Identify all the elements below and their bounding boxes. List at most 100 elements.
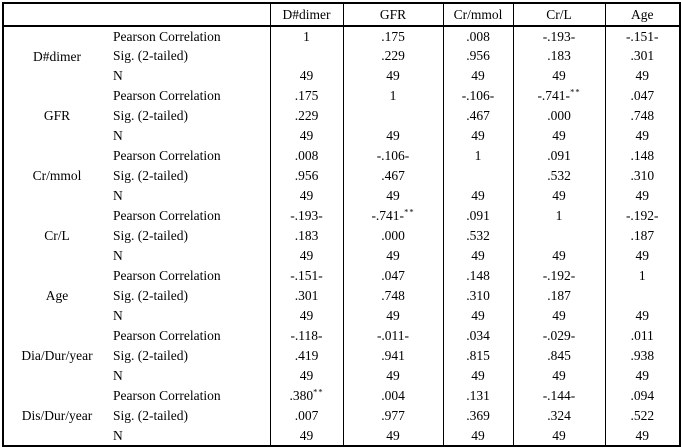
value-cell: .301	[604, 46, 680, 66]
value-cell: -.106-	[442, 86, 513, 106]
variable-label: Cr/L	[44, 228, 70, 244]
value-cell: .748	[604, 106, 680, 126]
stat-label: N	[113, 368, 123, 384]
value-cell	[269, 46, 343, 66]
value-cell: .091	[512, 146, 605, 166]
value-cell: 49	[269, 66, 343, 86]
value-cell: .956	[269, 166, 343, 186]
variable-label: Dia/Dur/year	[21, 348, 93, 364]
value-cell: .011	[604, 326, 680, 346]
value-cell: .183	[512, 46, 605, 66]
value-cell: .815	[442, 346, 513, 366]
value-cell: .467	[442, 106, 513, 126]
value-cell: .532	[442, 226, 513, 246]
value-cell: -.741-**	[342, 206, 443, 226]
value-cell: .956	[442, 46, 513, 66]
stat-label: N	[113, 308, 123, 324]
table-row: Sig. (2-tailed) .007.977.369.324.522	[3, 406, 680, 426]
column-header-cr-mmol: Cr/mmol	[442, 3, 513, 27]
value-cell: -.029-	[512, 326, 605, 346]
value-cell: 49	[512, 306, 605, 326]
value-cell: 49	[269, 246, 343, 266]
column-header-age: Age	[604, 3, 680, 27]
stat-label: Pearson Correlation	[113, 208, 221, 224]
value-cell: 49	[442, 126, 513, 146]
value-cell: 49	[442, 246, 513, 266]
value-cell: 49	[442, 366, 513, 386]
value-cell: 49	[269, 426, 343, 446]
table-row: GFR Pearson Correlation .175 1 -.106- -.741-*…	[3, 86, 680, 123]
value-cell: .034	[442, 326, 513, 346]
value-cell: -.193-	[512, 26, 605, 46]
value-cell	[342, 106, 443, 126]
table-row: Sig. (2-tailed) .229.956.183.301	[3, 46, 680, 66]
table-row: Sig. (2-tailed) .183.000.532 .187	[3, 226, 680, 246]
value-cell: 49	[269, 126, 343, 146]
value-cell: -.741-**	[512, 86, 605, 106]
value-cell: 49	[604, 186, 680, 206]
value-cell: -.106-	[342, 146, 443, 166]
value-cell: .419	[269, 346, 343, 366]
significance-stars: **	[404, 206, 415, 217]
value-cell: .324	[512, 406, 605, 426]
value-cell: .229	[342, 46, 443, 66]
value-cell: .007	[269, 406, 343, 426]
stat-label: Pearson Correlation	[113, 88, 221, 104]
value-cell: .522	[604, 406, 680, 426]
table-row: Cr/mmol Pearson Correlation .008 -.106- 1.09…	[3, 146, 680, 183]
value-cell: 49	[512, 66, 605, 86]
value-cell: .301	[269, 286, 343, 306]
variable-label: Cr/mmol	[32, 168, 82, 184]
value-cell: 49	[342, 66, 443, 86]
value-cell: 49	[604, 246, 680, 266]
value-cell: .047	[342, 266, 443, 286]
value-cell: .380**	[269, 386, 343, 406]
stat-label: Sig. (2-tailed)	[113, 288, 188, 304]
column-header-ddimer: D#dimer	[269, 3, 343, 27]
stat-label: N	[113, 248, 123, 264]
table-row: Sig. (2-tailed) .419.941.815.845.938	[3, 346, 680, 366]
stat-label: Sig. (2-tailed)	[113, 408, 188, 424]
value-cell: .008	[269, 146, 343, 166]
stat-label: Sig. (2-tailed)	[113, 108, 188, 124]
value-cell: 1	[342, 86, 443, 106]
value-cell: .467	[342, 166, 443, 186]
stat-label: N	[113, 128, 123, 144]
value-cell: .187	[604, 226, 680, 246]
table-row: N 49 49 49 49 49	[3, 66, 680, 86]
significance-stars: **	[570, 86, 581, 97]
variable-label: D#dimer	[33, 48, 81, 64]
variable-label: Age	[45, 288, 69, 304]
stat-label: Sig. (2-tailed)	[113, 348, 188, 364]
value-cell: 49	[269, 306, 343, 326]
value-cell: .004	[342, 386, 443, 406]
table-row: N 49 49 49 49 49	[3, 306, 680, 326]
significance-stars: **	[313, 386, 324, 397]
column-header-gfr: GFR	[342, 3, 443, 27]
table-row: N 49 49 49 49 49	[3, 126, 680, 146]
value-cell: 49	[342, 186, 443, 206]
corner-cell	[3, 3, 270, 27]
value-cell: 49	[512, 366, 605, 386]
value-cell: 49	[342, 306, 443, 326]
value-cell: 1	[512, 206, 605, 226]
value-cell: -.118-	[269, 326, 343, 346]
table-row: N 49 49 49 49 49	[3, 246, 680, 266]
table-row: Dis/Dur/year Pearson Correlation .380** .00…	[3, 386, 680, 422]
value-cell: 49	[512, 426, 605, 446]
value-cell: .187	[512, 286, 605, 306]
value-cell: -.144-	[512, 386, 605, 406]
variable-label: GFR	[43, 108, 71, 124]
value-cell	[442, 166, 513, 186]
column-header-cr-l: Cr/L	[512, 3, 605, 27]
value-cell: .977	[342, 406, 443, 426]
value-cell: 49	[342, 246, 443, 266]
table-row: N 49 49 49 49 49	[3, 186, 680, 206]
stat-label: Pearson Correlation	[113, 268, 221, 284]
value-cell: .175	[342, 26, 443, 46]
stat-label: Pearson Correlation	[113, 28, 221, 44]
stat-label: Sig. (2-tailed)	[113, 168, 188, 184]
value-cell: 49	[342, 426, 443, 446]
value-cell: .000	[512, 106, 605, 126]
